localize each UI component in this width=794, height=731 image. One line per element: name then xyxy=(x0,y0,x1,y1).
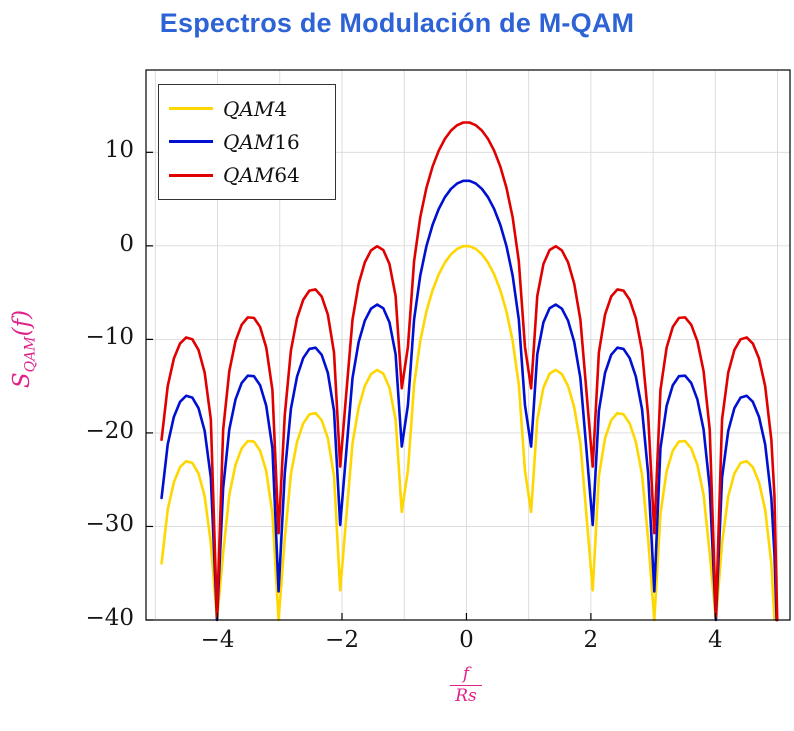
x-tick-label: −2 xyxy=(325,627,359,653)
legend-line-sample-qam64 xyxy=(169,173,213,177)
legend-label-qam4: QAM4 xyxy=(223,96,288,121)
y-label-symbol: S xyxy=(9,372,35,389)
y-label-subscript: QAM xyxy=(22,336,39,373)
x-tick-label: 4 xyxy=(708,627,723,653)
legend-line-sample-qam16 xyxy=(169,140,213,144)
y-axis-label: SQAM(f) xyxy=(9,249,43,449)
x-axis-label: f Rs xyxy=(436,664,496,706)
x-tick-label: −4 xyxy=(200,627,235,653)
series-line-qam64 xyxy=(160,121,779,622)
legend-item-qam4: QAM4 xyxy=(169,92,319,125)
legend-item-qam16: QAM16 xyxy=(169,125,319,158)
y-tick-label: 10 xyxy=(104,137,134,164)
y-tick-label: −30 xyxy=(85,511,134,538)
legend: QAM4 QAM16 QAM64 xyxy=(158,84,336,200)
series-line-qam4 xyxy=(160,244,779,622)
y-tick-label: −20 xyxy=(85,417,134,444)
legend-label-qam16: QAM16 xyxy=(223,129,300,154)
x-label-numerator: f xyxy=(462,664,470,684)
x-tick-label: 0 xyxy=(459,627,474,653)
y-label-argument: (f) xyxy=(9,309,35,337)
legend-line-sample-qam4 xyxy=(169,107,213,111)
x-tick-label: 2 xyxy=(583,627,599,653)
x-label-fraction: f Rs xyxy=(450,664,482,707)
y-tick-label: 0 xyxy=(119,230,134,257)
legend-item-qam64: QAM64 xyxy=(169,159,319,192)
series-line-qam16 xyxy=(160,179,779,622)
y-tick-label: −10 xyxy=(85,324,134,351)
chart-title: Espectros de Modulación de M-QAM xyxy=(159,8,635,38)
x-label-denominator: Rs xyxy=(450,684,482,707)
plot-frame xyxy=(145,69,791,621)
y-tick-label: −40 xyxy=(85,605,134,631)
legend-label-qam64: QAM64 xyxy=(223,163,300,188)
